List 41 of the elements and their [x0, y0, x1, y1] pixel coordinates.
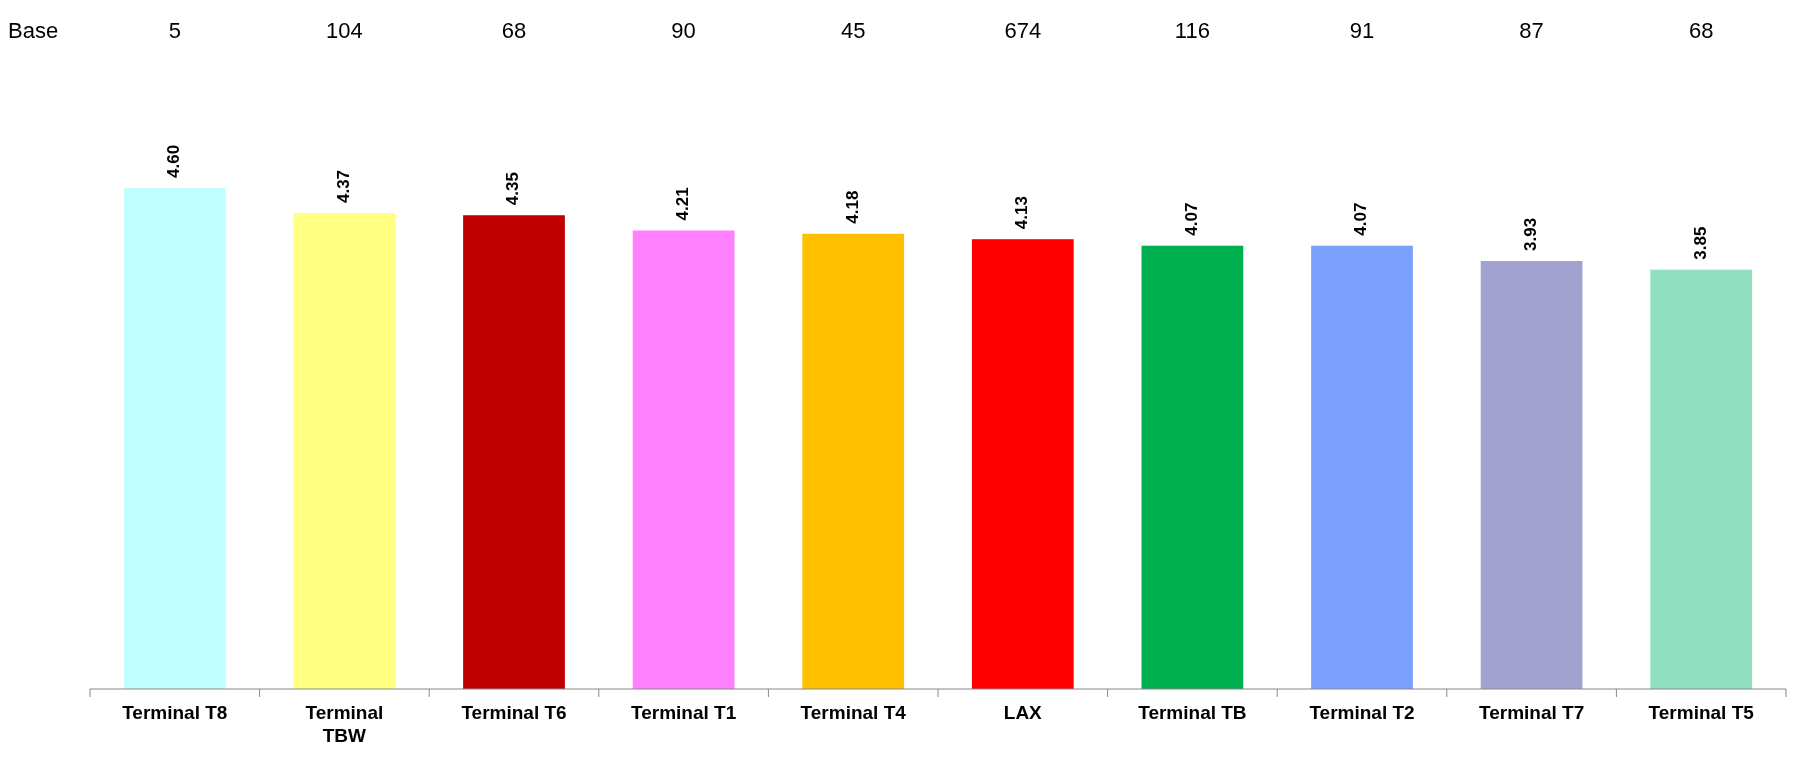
text: 104	[326, 18, 363, 43]
bar	[293, 213, 396, 689]
text: 87	[1519, 18, 1544, 43]
data-label: 4.18	[842, 190, 862, 224]
bar	[802, 233, 905, 689]
data-label: 3.93	[1521, 217, 1541, 251]
text: 68	[501, 18, 527, 43]
bar	[1141, 245, 1244, 689]
bar	[971, 239, 1074, 689]
data-label: 4.35	[503, 172, 523, 206]
x-tick-label: LAX	[1003, 702, 1043, 723]
x-tick-label: Terminal T4	[800, 702, 907, 723]
x-tick-label: Terminal T5	[1648, 702, 1755, 723]
bar	[1480, 260, 1583, 689]
data-label: 4.37	[333, 169, 353, 204]
bar	[123, 188, 226, 689]
bar	[632, 230, 735, 689]
data-label: 4.13	[1012, 196, 1032, 230]
text: 674	[1004, 18, 1042, 43]
text: 90	[671, 18, 696, 43]
data-label: 4.07	[1181, 202, 1201, 236]
text: 116	[1174, 18, 1210, 43]
text: 5	[168, 18, 181, 43]
data-label: 4.07	[1351, 202, 1371, 236]
text: Base	[8, 18, 59, 43]
x-tick-label: Terminal TB	[1138, 702, 1247, 723]
x-tick-label: Terminal T6	[461, 702, 567, 723]
x-tick-label: Terminal T1	[630, 702, 737, 723]
data-label: 4.60	[164, 144, 184, 178]
data-label: 3.85	[1690, 226, 1710, 260]
x-tick-label: Terminal T2	[1309, 702, 1415, 723]
text: 68	[1688, 18, 1714, 43]
bar	[1650, 269, 1753, 689]
text: 45	[840, 18, 866, 43]
bar	[463, 215, 565, 689]
text: 91	[1349, 18, 1375, 43]
x-tick-label: Terminal T7	[1478, 702, 1585, 723]
x-tick-label: Terminal TBW	[305, 702, 384, 746]
x-tick-label: Terminal T8	[122, 702, 228, 723]
bar	[1311, 245, 1413, 689]
data-label: 4.21	[673, 187, 693, 221]
